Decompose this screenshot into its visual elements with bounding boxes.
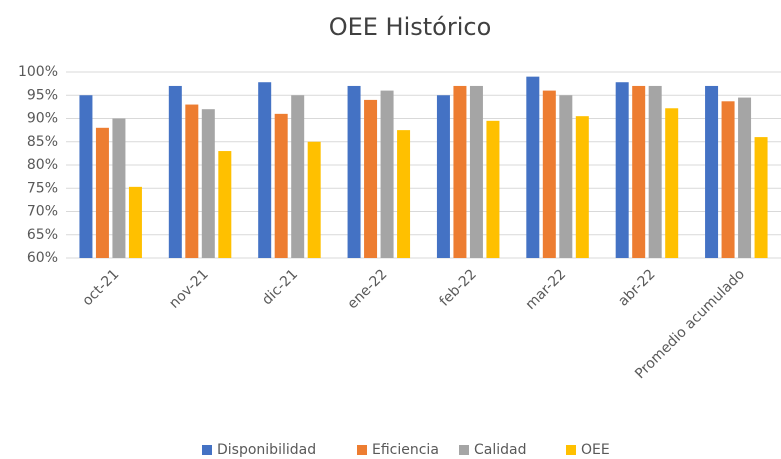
bar — [258, 82, 272, 258]
y-tick-label: 70% — [27, 204, 58, 220]
bar — [95, 127, 109, 258]
bar — [615, 82, 629, 258]
bar — [453, 85, 467, 258]
x-tick-label: abr-22 — [615, 266, 658, 309]
bar — [291, 95, 305, 258]
y-tick-label: 95% — [27, 87, 58, 103]
legend-marker — [459, 445, 469, 455]
x-tick-label: mar-22 — [523, 266, 570, 313]
legend-marker — [566, 445, 576, 455]
bar — [168, 85, 182, 258]
y-tick-label: 85% — [27, 134, 58, 150]
bar — [705, 85, 719, 258]
x-tick-label: dic-21 — [259, 266, 301, 308]
y-tick-label: 90% — [27, 111, 58, 127]
bar — [274, 113, 288, 258]
bar — [380, 90, 394, 258]
bar — [738, 97, 752, 258]
y-tick-label: 65% — [27, 227, 58, 243]
x-tick-label: nov-21 — [166, 266, 211, 311]
x-tick-label: ene-22 — [345, 266, 391, 312]
bar — [526, 76, 540, 259]
bar — [364, 99, 378, 259]
legend-label: Calidad — [474, 442, 527, 458]
legend-label: OEE — [581, 442, 610, 458]
bar — [469, 85, 483, 258]
x-tick-label: feb-22 — [437, 266, 480, 309]
legend-marker — [357, 445, 367, 455]
legend-label: Disponibilidad — [217, 442, 316, 458]
bar — [721, 101, 735, 258]
bar — [436, 95, 450, 258]
bar — [218, 151, 232, 258]
y-tick-label: 80% — [27, 157, 58, 173]
bar — [307, 141, 321, 258]
bar — [648, 85, 662, 258]
bar — [347, 85, 361, 258]
bar — [397, 130, 411, 258]
chart-title: OEE Histórico — [329, 13, 492, 41]
y-tick-label: 60% — [27, 250, 58, 266]
x-tick-label: oct-21 — [79, 266, 122, 309]
legend-marker — [202, 445, 212, 455]
y-tick-label: 75% — [27, 180, 58, 196]
bar — [128, 186, 142, 258]
bar — [542, 90, 556, 258]
legend-label: Eficiencia — [372, 442, 439, 458]
bar — [632, 85, 646, 258]
bar — [575, 116, 589, 258]
bar — [486, 120, 500, 258]
bar — [559, 95, 573, 258]
bar — [754, 137, 768, 258]
bar — [201, 109, 215, 258]
bar — [79, 95, 93, 258]
y-tick-label: 100% — [18, 64, 58, 80]
bar — [185, 104, 199, 258]
bar — [112, 118, 126, 258]
bar — [665, 108, 679, 259]
